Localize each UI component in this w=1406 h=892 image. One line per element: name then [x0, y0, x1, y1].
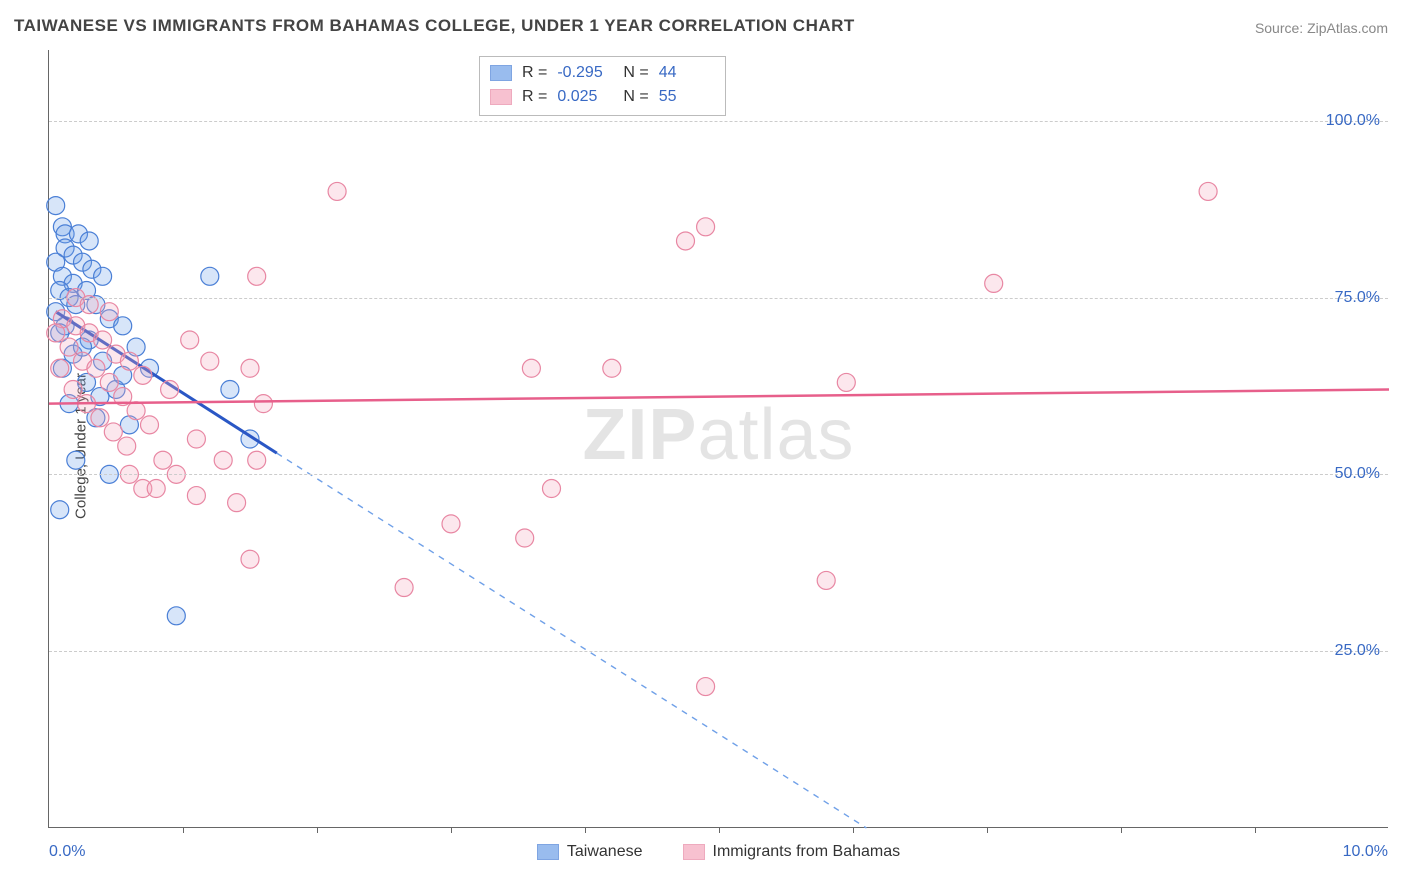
x-tick — [585, 827, 586, 833]
y-tick-label: 25.0% — [1335, 642, 1380, 660]
r-value-taiwanese: -0.295 — [557, 61, 613, 85]
stats-row-bahamas: R = 0.025 N = 55 — [490, 85, 715, 109]
legend-item-bahamas: Immigrants from Bahamas — [683, 843, 901, 861]
gridline-h — [49, 121, 1388, 122]
y-tick-label: 50.0% — [1335, 465, 1380, 483]
source-link[interactable]: ZipAtlas.com — [1307, 20, 1388, 36]
y-tick-label: 100.0% — [1326, 112, 1380, 130]
x-tick — [1255, 827, 1256, 833]
swatch-taiwanese — [490, 65, 512, 81]
legend-item-taiwanese: Taiwanese — [537, 843, 643, 861]
x-tick-label-min: 0.0% — [49, 843, 85, 861]
x-tick — [1121, 827, 1122, 833]
r-label: R = — [522, 61, 547, 85]
legend-label-bahamas: Immigrants from Bahamas — [713, 843, 901, 861]
x-tick — [987, 827, 988, 833]
legend-label-taiwanese: Taiwanese — [567, 843, 643, 861]
x-tick — [183, 827, 184, 833]
chart-area: ZIPatlas R = -0.295 N = 44 R = 0.025 N =… — [48, 50, 1388, 828]
swatch-taiwanese — [537, 844, 559, 860]
x-tick — [719, 827, 720, 833]
bottom-legend: Taiwanese Immigrants from Bahamas — [49, 843, 1388, 861]
swatch-bahamas — [683, 844, 705, 860]
gridline-h — [49, 474, 1388, 475]
y-tick-label: 75.0% — [1335, 289, 1380, 307]
chart-title: TAIWANESE VS IMMIGRANTS FROM BAHAMAS COL… — [14, 16, 855, 36]
x-tick — [451, 827, 452, 833]
r-value-bahamas: 0.025 — [557, 85, 613, 109]
gridline-h — [49, 651, 1388, 652]
x-tick — [317, 827, 318, 833]
gridline-h — [49, 298, 1388, 299]
n-label: N = — [623, 85, 648, 109]
swatch-bahamas — [490, 89, 512, 105]
r-label: R = — [522, 85, 547, 109]
x-tick-label-max: 10.0% — [1343, 843, 1388, 861]
source-label: Source: ZipAtlas.com — [1255, 20, 1388, 36]
stats-legend-box: R = -0.295 N = 44 R = 0.025 N = 55 — [479, 56, 726, 116]
n-value-bahamas: 55 — [659, 85, 715, 109]
stats-row-taiwanese: R = -0.295 N = 44 — [490, 61, 715, 85]
scatter-plot-svg — [49, 50, 1388, 827]
n-value-taiwanese: 44 — [659, 61, 715, 85]
x-tick — [853, 827, 854, 833]
source-prefix: Source: — [1255, 20, 1307, 36]
n-label: N = — [623, 61, 648, 85]
